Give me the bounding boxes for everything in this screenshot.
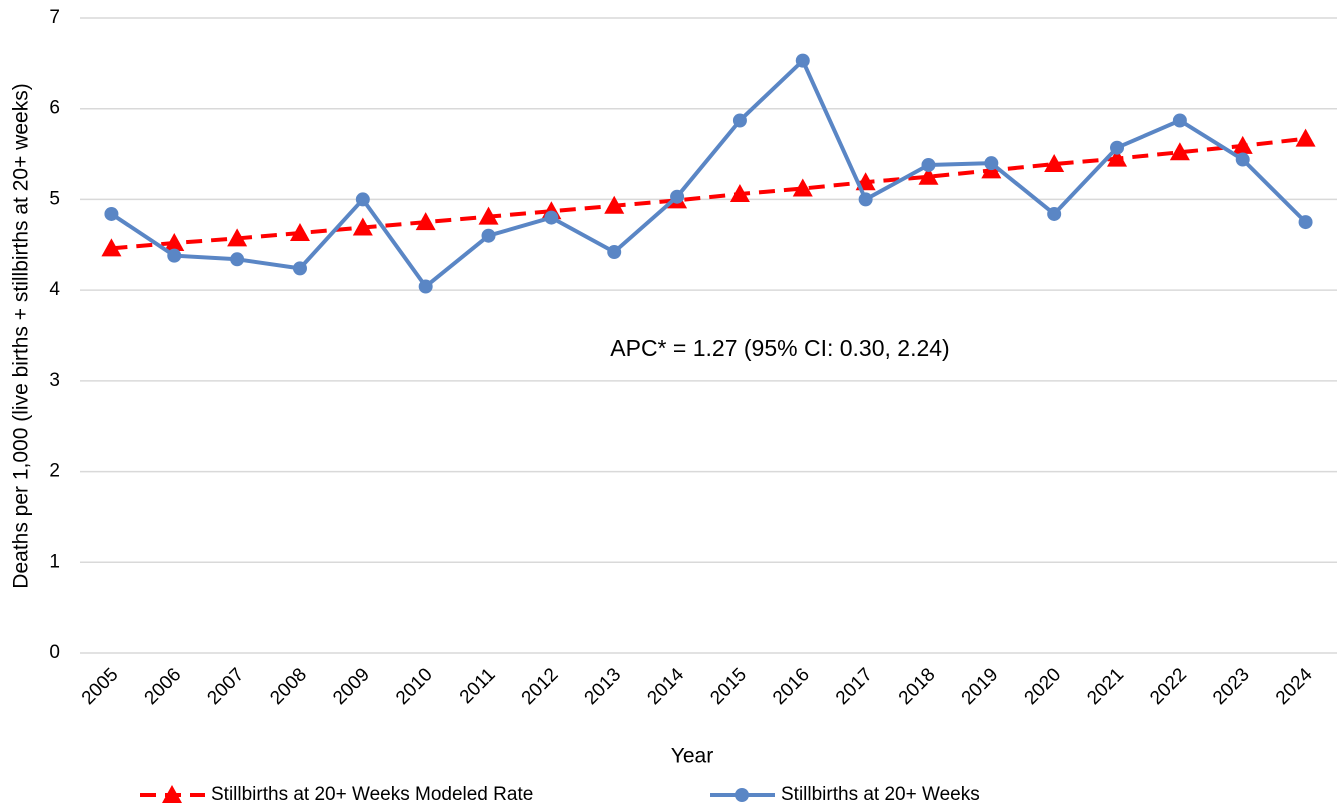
x-tick-label: 2009: [329, 664, 374, 709]
data-point: [607, 245, 622, 260]
data-point: [1295, 128, 1316, 147]
data-point: [415, 212, 436, 231]
data-point: [918, 166, 939, 185]
x-tick-label: 2021: [1083, 664, 1128, 709]
x-tick-label: 2016: [769, 664, 814, 709]
data-point: [1235, 152, 1250, 167]
legend-label: Stillbirths at 20+ Weeks Modeled Rate: [211, 784, 533, 805]
data-point: [1172, 113, 1187, 128]
y-tick-label: 6: [49, 98, 60, 119]
legend-label: Stillbirths at 20+ Weeks: [781, 784, 980, 805]
data-point: [478, 206, 499, 225]
y-axis-label: Deaths per 1,000 (live births + stillbir…: [10, 83, 33, 588]
data-point: [795, 53, 810, 68]
x-tick-label: 2014: [643, 664, 688, 709]
x-tick-label: 2011: [456, 664, 500, 708]
data-point: [1044, 154, 1065, 173]
x-tick-label: 2013: [581, 664, 626, 709]
annotation: APC* = 1.27 (95% CI: 0.30, 2.24): [610, 335, 949, 361]
x-tick-label: 2020: [1021, 664, 1066, 709]
y-tick-label: 5: [49, 188, 60, 209]
x-tick-label: 2015: [706, 664, 751, 709]
x-tick-label: 2018: [895, 664, 940, 709]
series-line: [111, 136, 1306, 251]
y-tick-label: 7: [49, 7, 60, 28]
y-tick-label: 2: [49, 461, 60, 482]
data-point: [1107, 148, 1128, 167]
data-point: [292, 261, 307, 276]
data-point: [1298, 215, 1313, 230]
data-point: [732, 113, 747, 128]
legend-marker: [162, 785, 182, 803]
data-point: [1169, 142, 1190, 161]
y-tick-label: 4: [49, 279, 60, 300]
data-point: [1110, 140, 1125, 155]
x-tick-label: 2007: [203, 664, 248, 709]
data-point: [1047, 206, 1062, 221]
data-point: [604, 195, 625, 214]
data-point: [352, 217, 373, 236]
y-tick-label: 0: [49, 642, 60, 663]
x-tick-label: 2010: [392, 664, 437, 709]
legend-marker: [735, 788, 749, 802]
x-tick-label: 2008: [266, 664, 311, 709]
data-point: [544, 210, 559, 225]
data-point: [167, 248, 182, 263]
x-tick-label: 2024: [1272, 664, 1317, 709]
data-point: [101, 238, 122, 257]
x-axis-label: Year: [671, 745, 713, 768]
y-tick-label: 3: [49, 370, 60, 391]
series-line: [110, 58, 1307, 289]
data-point: [1232, 135, 1253, 154]
x-tick-label: 2005: [78, 664, 123, 709]
y-tick-label: 1: [49, 551, 60, 572]
data-point: [670, 189, 685, 204]
data-point: [792, 178, 813, 197]
data-point: [858, 192, 873, 207]
data-point: [164, 232, 185, 251]
x-tick-label: 2023: [1209, 664, 1254, 709]
data-point: [355, 192, 370, 207]
x-tick-label: 2017: [832, 664, 877, 709]
data-point: [418, 279, 433, 294]
data-point: [230, 252, 245, 267]
data-point: [481, 228, 496, 243]
data-point: [227, 228, 248, 247]
data-point: [104, 206, 119, 221]
data-point: [984, 156, 999, 171]
data-point: [289, 222, 310, 241]
data-point: [921, 157, 936, 172]
x-tick-label: 2012: [518, 664, 563, 709]
x-tick-label: 2019: [958, 664, 1003, 709]
x-tick-label: 2022: [1146, 664, 1191, 709]
data-point: [729, 183, 750, 202]
x-tick-label: 2006: [141, 664, 186, 709]
